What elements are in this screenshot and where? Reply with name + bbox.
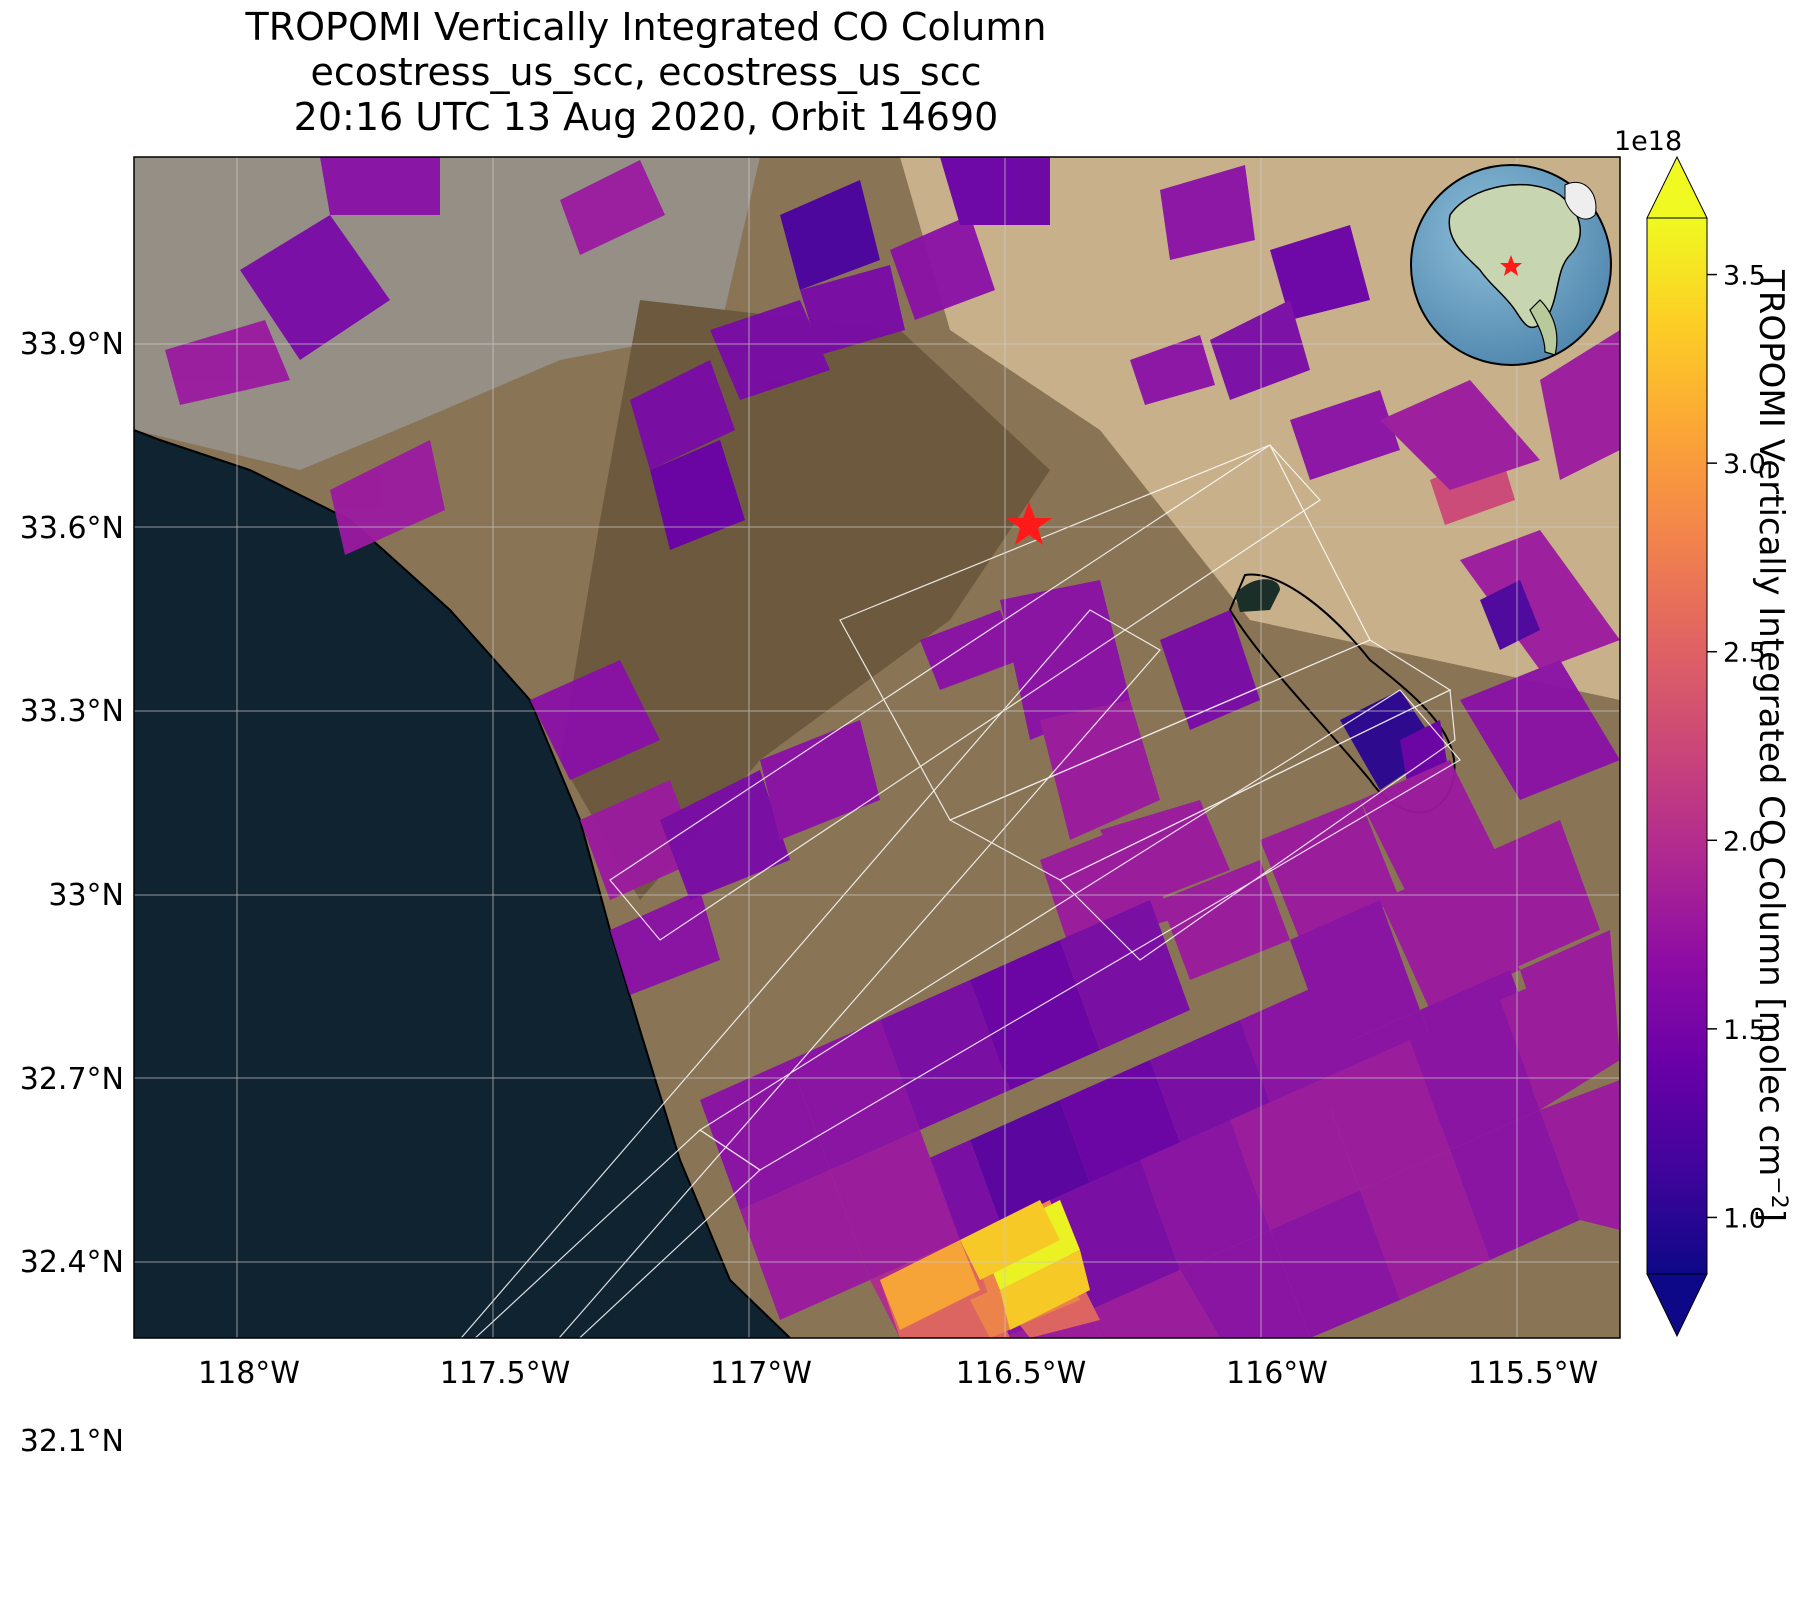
target-star-marker (1006, 502, 1052, 545)
title-line-1: TROPOMI Vertically Integrated CO Column (245, 5, 1047, 49)
credit-source: Source: NASA/JPL-Caltech (1323, 1522, 1604, 1547)
lon-tick-labels: 118°W 117.5°W 117°W 116.5°W 116°W 115.5°… (198, 1356, 1598, 1391)
colorbar-tick-label: 2.5 (1723, 638, 1766, 669)
credit-created: Created 16 Sep 2024 (1371, 1494, 1605, 1519)
colorbar-tick-label: 1.5 (1723, 1015, 1766, 1046)
colorbar-label: TROPOMI Vertically Integrated CO Column … (1751, 269, 1791, 1222)
lat-tick-labels: 33.9°N 33.6°N 33.3°N 33°N 32.7°N 32.4°N … (20, 327, 124, 1459)
graticule (134, 157, 1620, 1338)
colorbar-gradient (1646, 217, 1708, 1275)
title-line-2: ecostress_us_scc, ecostress_us_scc (310, 50, 981, 94)
tropomi-pixels (165, 157, 1620, 1338)
lon-tick-label: 118°W (198, 1356, 300, 1391)
lat-tick-label: 33.3°N (20, 694, 124, 729)
coastline (134, 429, 791, 1338)
title-line-3: 20:16 UTC 13 Aug 2020, Orbit 14690 (294, 95, 999, 139)
lat-tick-label: 32.4°N (20, 1245, 124, 1280)
lon-tick-label: 116.5°W (956, 1356, 1087, 1391)
map-panel: Created 16 Sep 2024 Source: NASA/JPL-Cal… (134, 157, 1620, 1547)
colorbar-ticks: 1.0 1.5 2.0 2.5 3.0 3.5 (1707, 261, 1766, 1234)
colorbar-tick-label: 2.0 (1723, 826, 1766, 857)
lat-tick-label: 33.9°N (20, 327, 124, 362)
colorbar-extend-max (1646, 155, 1708, 219)
lat-tick-label: 33.6°N (20, 511, 124, 546)
map-frame (133, 156, 1621, 1339)
lon-tick-label: 117°W (710, 1356, 812, 1391)
colorbar: 1e18 1.0 1.5 2.0 2.5 3.0 3.5 TROPOMI Vertical… (1614, 126, 1791, 1338)
lat-tick-label: 32.1°N (20, 1424, 124, 1459)
colorbar-extend-min (1646, 1273, 1708, 1338)
colorbar-tick-label: 3.5 (1723, 261, 1766, 292)
ocean (134, 430, 790, 1338)
colorbar-tick-label: 1.0 (1723, 1203, 1766, 1234)
salton-sea (1235, 579, 1280, 612)
lon-tick-label: 117.5°W (440, 1356, 571, 1391)
lon-tick-label: 115.5°W (1468, 1356, 1599, 1391)
inset-star-icon (1500, 255, 1522, 276)
colorbar-exponent: 1e18 (1614, 126, 1682, 157)
ecostress-swath (460, 444, 1461, 1338)
lat-tick-label: 33°N (48, 878, 124, 913)
colorbar-tick-label: 3.0 (1723, 449, 1766, 480)
lon-tick-label: 116°W (1226, 1356, 1328, 1391)
inset-globe (1410, 164, 1612, 366)
lat-tick-label: 32.7°N (20, 1062, 124, 1097)
